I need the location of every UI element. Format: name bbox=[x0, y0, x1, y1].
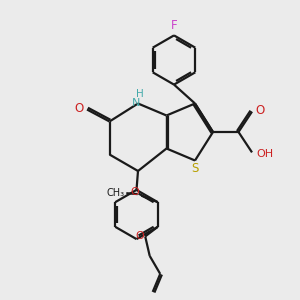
Text: O: O bbox=[256, 103, 265, 117]
Text: F: F bbox=[171, 19, 177, 32]
Text: O: O bbox=[135, 231, 144, 241]
Text: N: N bbox=[132, 98, 141, 109]
Text: O: O bbox=[74, 101, 83, 115]
Text: OH: OH bbox=[256, 149, 274, 159]
Text: O: O bbox=[130, 187, 139, 197]
Text: S: S bbox=[191, 162, 199, 176]
Text: H: H bbox=[136, 89, 143, 99]
Text: CH₃: CH₃ bbox=[107, 188, 125, 198]
